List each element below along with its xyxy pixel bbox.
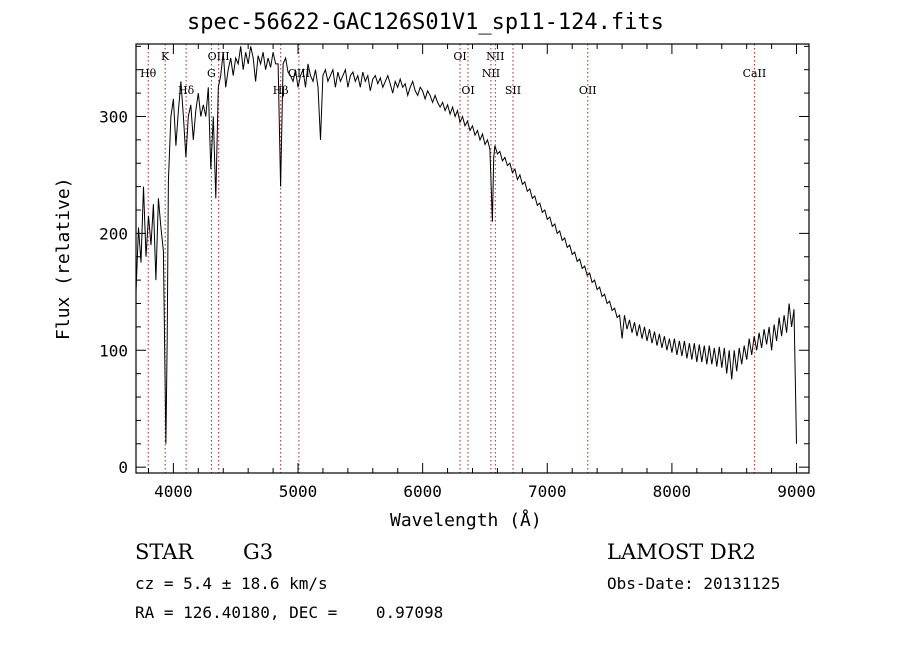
x-tick-label: 4000 [154, 482, 193, 501]
x-axis-label: Wavelength (Å) [390, 512, 542, 530]
emission-line-label: OIII [288, 67, 310, 80]
plot-frame [136, 44, 809, 473]
emission-line-label: G [207, 67, 216, 80]
emission-line-label: OIII [208, 50, 230, 63]
emission-line-markers [148, 44, 754, 473]
emission-line-label: Hθ [140, 67, 157, 80]
x-tick-label: 6000 [403, 482, 442, 501]
axis-tick-labels: 4000 5000 6000 7000 8000 9000 0 100 200 300 [99, 107, 816, 501]
y-tick-label: 100 [99, 341, 128, 360]
y-axis-label: Flux (relative) [55, 177, 73, 340]
emission-line-label: CaII [743, 67, 767, 80]
x-tick-label: 9000 [777, 482, 816, 501]
coordinates-text: RA = 126.40180, DEC = 0.97098 [135, 605, 443, 621]
survey-name: LAMOST DR2 [607, 542, 756, 563]
emission-line-label: OI [453, 50, 466, 63]
redshift-text: cz = 5.4 ± 18.6 km/s [135, 576, 328, 592]
x-tick-label: 8000 [653, 482, 692, 501]
x-tick-label: 7000 [528, 482, 567, 501]
y-tick-label: 300 [99, 107, 128, 126]
emission-line-label: Hβ [273, 84, 289, 97]
spectrum-figure: spec-56622-GAC126S01V1_sp11-124.fits 400… [0, 0, 900, 649]
y-tick-label: 0 [118, 458, 128, 477]
y-tick-label: 200 [99, 224, 128, 243]
object-class: STAR [135, 542, 193, 563]
emission-line-label: OI [461, 84, 474, 97]
emission-line-label: Hδ [178, 84, 195, 97]
emission-line-label: NII [482, 67, 500, 80]
obs-date-text: Obs-Date: 20131125 [607, 576, 780, 592]
emission-line-label: NII [486, 50, 504, 63]
emission-line-label: SII [505, 84, 521, 97]
emission-line-label: OII [579, 84, 597, 97]
spectrum-series-line [136, 46, 797, 444]
emission-line-label: K [161, 50, 170, 63]
axis-ticks [136, 44, 809, 473]
emission-line-labels: Hθ K Hδ OIII G Hβ OIII OI OI NII NII SII OII CaII [140, 50, 766, 97]
x-tick-label: 5000 [279, 482, 318, 501]
object-subclass: G3 [243, 542, 273, 563]
